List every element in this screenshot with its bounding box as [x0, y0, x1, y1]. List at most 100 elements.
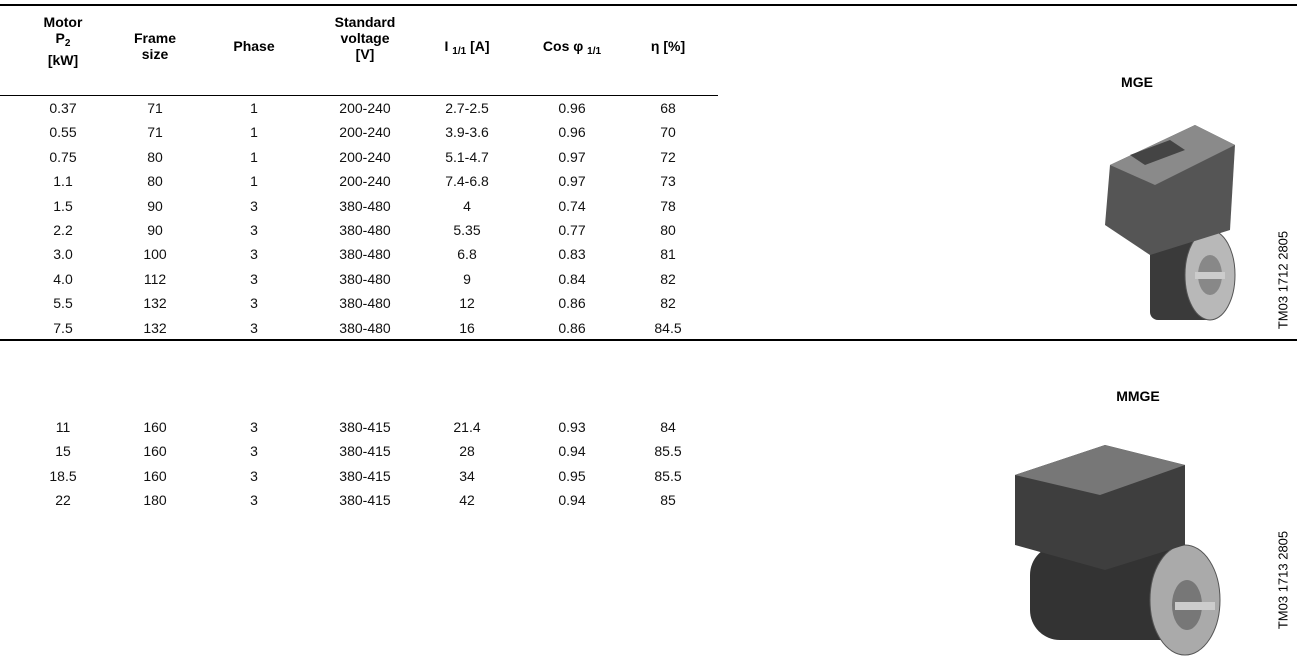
- cell: 22: [55, 492, 71, 509]
- column-header: Phase: [233, 38, 274, 54]
- header-text: Standard: [334, 14, 396, 30]
- cell: 0.96: [558, 124, 586, 141]
- cell: 0.84: [558, 270, 586, 287]
- cell: 380-480: [339, 197, 391, 214]
- cell: 85.5: [654, 443, 682, 460]
- top-rule: [0, 4, 1297, 6]
- cell: 5.35: [453, 222, 481, 238]
- cell: 0.75: [49, 148, 77, 165]
- header-text: I: [444, 38, 453, 54]
- cell: 71: [147, 100, 163, 116]
- cell: 0.86: [558, 319, 586, 336]
- cell: 73: [660, 173, 676, 190]
- cell: 0.74: [558, 197, 586, 214]
- cell: 12: [459, 295, 475, 312]
- cell: 0.55: [49, 124, 77, 141]
- cell: 78: [660, 197, 676, 214]
- cell: 1: [250, 173, 258, 190]
- header-text: 1/1: [452, 46, 467, 57]
- image-code: TM03 1712 2805: [1275, 230, 1291, 330]
- cell: 71: [147, 124, 163, 141]
- column-header: I 1/1 [A]: [444, 38, 489, 60]
- cell: 82: [660, 270, 676, 287]
- mge-motor-image: [1105, 125, 1236, 321]
- header-text: [A]: [466, 38, 490, 54]
- cell: 3: [250, 270, 258, 287]
- cell: 2.2: [53, 222, 73, 238]
- cell: 3: [250, 419, 258, 435]
- cell: 5.5: [53, 295, 73, 312]
- cell: 9: [463, 270, 471, 287]
- cell: 84.5: [654, 319, 682, 336]
- group-rule: [0, 339, 1297, 341]
- cell: 1.5: [53, 197, 73, 214]
- cell: 1: [250, 100, 258, 116]
- cell: 160: [143, 419, 167, 435]
- header-text: 1/1: [587, 46, 602, 57]
- cell: 200-240: [339, 148, 391, 165]
- cell: 80: [147, 173, 163, 190]
- product-label: MMGE: [1116, 388, 1160, 404]
- cell: 0.97: [558, 173, 586, 190]
- cell: 3: [250, 222, 258, 238]
- cell: 100: [143, 246, 167, 263]
- cell: 5.1-4.7: [445, 148, 489, 165]
- column-header: Standard voltage [V]: [335, 14, 396, 62]
- cell: 85.5: [654, 467, 682, 484]
- cell: 80: [660, 222, 676, 238]
- cell: 21.4: [453, 419, 481, 435]
- cell: 70: [660, 124, 676, 141]
- cell: 90: [147, 222, 163, 238]
- cell: 3.9-3.6: [445, 124, 489, 141]
- cell: 0.77: [558, 222, 586, 238]
- cell: 200-240: [339, 100, 391, 116]
- header-rule: [0, 95, 718, 96]
- header-text: Motor: [43, 14, 83, 30]
- cell: 11: [55, 419, 71, 435]
- cell: 81: [660, 246, 676, 263]
- cell: 3: [250, 295, 258, 312]
- cell: 4: [463, 197, 471, 214]
- image-code: TM03 1713 2805: [1275, 530, 1291, 630]
- cell: 1: [250, 124, 258, 141]
- column-header: η [%]: [651, 38, 685, 54]
- cell: 0.86: [558, 295, 586, 312]
- product-label: MGE: [1121, 74, 1153, 90]
- cell: 15: [55, 443, 71, 460]
- cell: 112: [143, 270, 167, 287]
- cell: 380-415: [339, 443, 391, 460]
- cell: 18.5: [49, 467, 77, 484]
- cell: 3: [250, 319, 258, 336]
- header-text: [kW]: [47, 52, 79, 68]
- cell: 28: [459, 443, 475, 460]
- header-text: Cos φ: [542, 38, 588, 54]
- cell: 3: [250, 467, 258, 484]
- header-text: size: [141, 46, 169, 62]
- mmge-motor-image: [1015, 445, 1221, 656]
- cell: 0.97: [558, 148, 586, 165]
- header-text: [V]: [355, 46, 375, 62]
- cell: 380-480: [339, 270, 391, 287]
- header-text: P: [55, 30, 65, 46]
- cell: 160: [143, 467, 167, 484]
- cell: 380-480: [339, 222, 391, 238]
- header-text: η [%]: [650, 38, 686, 54]
- cell: 160: [143, 443, 167, 460]
- cell: 3: [250, 197, 258, 214]
- cell: 72: [660, 148, 676, 165]
- cell: 0.37: [49, 100, 77, 116]
- header-text: 2: [64, 38, 71, 49]
- cell: 80: [147, 148, 163, 165]
- cell: 380-480: [339, 319, 391, 336]
- cell: 380-415: [339, 419, 391, 435]
- cell: 1.1: [53, 173, 73, 190]
- cell: 16: [459, 319, 475, 336]
- header-text: Frame: [133, 30, 177, 46]
- cell: 3: [250, 492, 258, 509]
- cell: 42: [459, 492, 475, 509]
- cell: 7.4-6.8: [445, 173, 489, 190]
- cell: 34: [459, 467, 475, 484]
- cell: 85: [660, 492, 676, 509]
- cell: 82: [660, 295, 676, 312]
